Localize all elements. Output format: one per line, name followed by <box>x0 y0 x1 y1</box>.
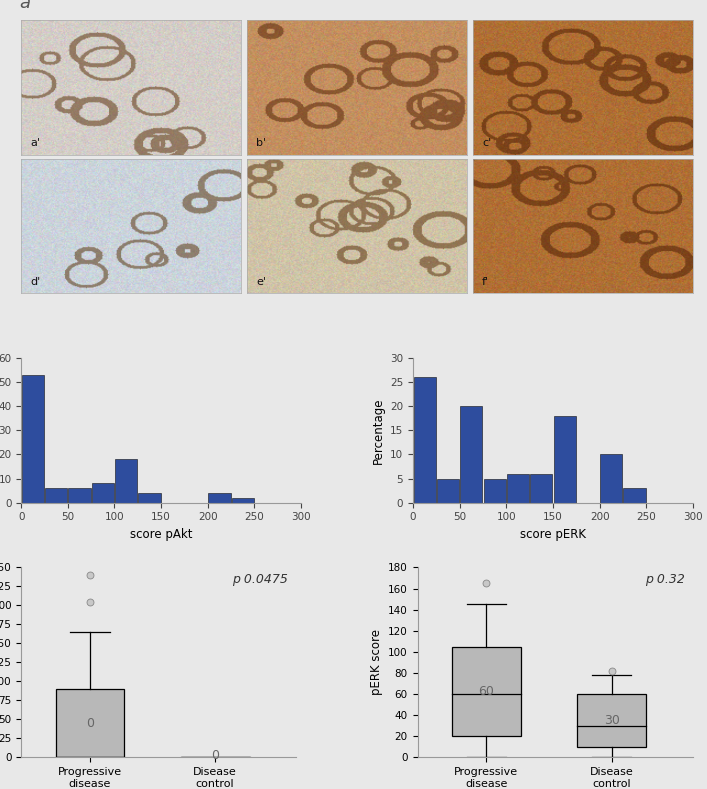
Text: d': d' <box>30 277 40 286</box>
Bar <box>460 406 482 503</box>
Text: b': b' <box>256 138 267 148</box>
Text: 30: 30 <box>604 714 619 727</box>
Y-axis label: pERK score: pERK score <box>370 630 382 695</box>
Bar <box>452 647 521 736</box>
Bar <box>577 694 646 747</box>
Text: 60: 60 <box>479 685 494 698</box>
Text: p 0.0475: p 0.0475 <box>233 573 288 586</box>
Text: e': e' <box>256 277 266 286</box>
Bar <box>115 459 137 503</box>
Bar <box>232 498 254 503</box>
Text: p 0.32: p 0.32 <box>645 573 684 586</box>
Bar <box>437 478 459 503</box>
Bar <box>209 493 230 503</box>
X-axis label: score pAkt: score pAkt <box>130 528 192 541</box>
Text: c': c' <box>482 138 491 148</box>
Bar <box>69 488 90 503</box>
Bar <box>507 473 529 503</box>
Y-axis label: Percentage: Percentage <box>371 397 385 464</box>
Text: 0: 0 <box>211 750 219 762</box>
Bar <box>22 375 44 503</box>
Bar <box>414 377 436 503</box>
Bar <box>530 473 552 503</box>
Text: f': f' <box>482 277 489 286</box>
Text: a: a <box>19 0 30 12</box>
Bar <box>92 484 114 503</box>
Bar <box>600 454 622 503</box>
Text: a': a' <box>30 138 40 148</box>
Bar <box>624 488 645 503</box>
Bar <box>139 493 160 503</box>
X-axis label: score pERK: score pERK <box>520 528 586 541</box>
Bar <box>56 689 124 757</box>
Bar <box>45 488 67 503</box>
Bar <box>554 416 575 503</box>
Bar <box>484 478 506 503</box>
Text: 0: 0 <box>86 716 94 730</box>
